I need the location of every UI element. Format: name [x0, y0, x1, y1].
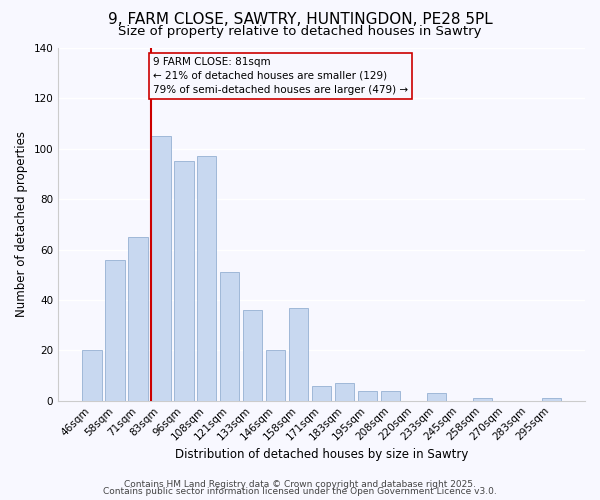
Y-axis label: Number of detached properties: Number of detached properties: [15, 132, 28, 318]
Text: 9, FARM CLOSE, SAWTRY, HUNTINGDON, PE28 5PL: 9, FARM CLOSE, SAWTRY, HUNTINGDON, PE28 …: [107, 12, 493, 28]
Bar: [82, 350, 101, 401]
Bar: [128, 237, 148, 400]
X-axis label: Distribution of detached houses by size in Sawtry: Distribution of detached houses by size …: [175, 448, 468, 461]
Bar: [220, 272, 239, 400]
Bar: [243, 310, 262, 400]
Text: 9 FARM CLOSE: 81sqm
← 21% of detached houses are smaller (129)
79% of semi-detac: 9 FARM CLOSE: 81sqm ← 21% of detached ho…: [153, 57, 408, 95]
Bar: [197, 156, 217, 400]
Bar: [174, 162, 194, 400]
Bar: [473, 398, 492, 400]
Text: Contains public sector information licensed under the Open Government Licence v3: Contains public sector information licen…: [103, 487, 497, 496]
Bar: [151, 136, 170, 400]
Bar: [427, 393, 446, 400]
Bar: [312, 386, 331, 400]
Text: Size of property relative to detached houses in Sawtry: Size of property relative to detached ho…: [118, 25, 482, 38]
Bar: [335, 383, 355, 400]
Bar: [381, 390, 400, 400]
Text: Contains HM Land Registry data © Crown copyright and database right 2025.: Contains HM Land Registry data © Crown c…: [124, 480, 476, 489]
Bar: [289, 308, 308, 400]
Bar: [358, 390, 377, 400]
Bar: [105, 260, 125, 400]
Bar: [542, 398, 561, 400]
Bar: [266, 350, 286, 401]
